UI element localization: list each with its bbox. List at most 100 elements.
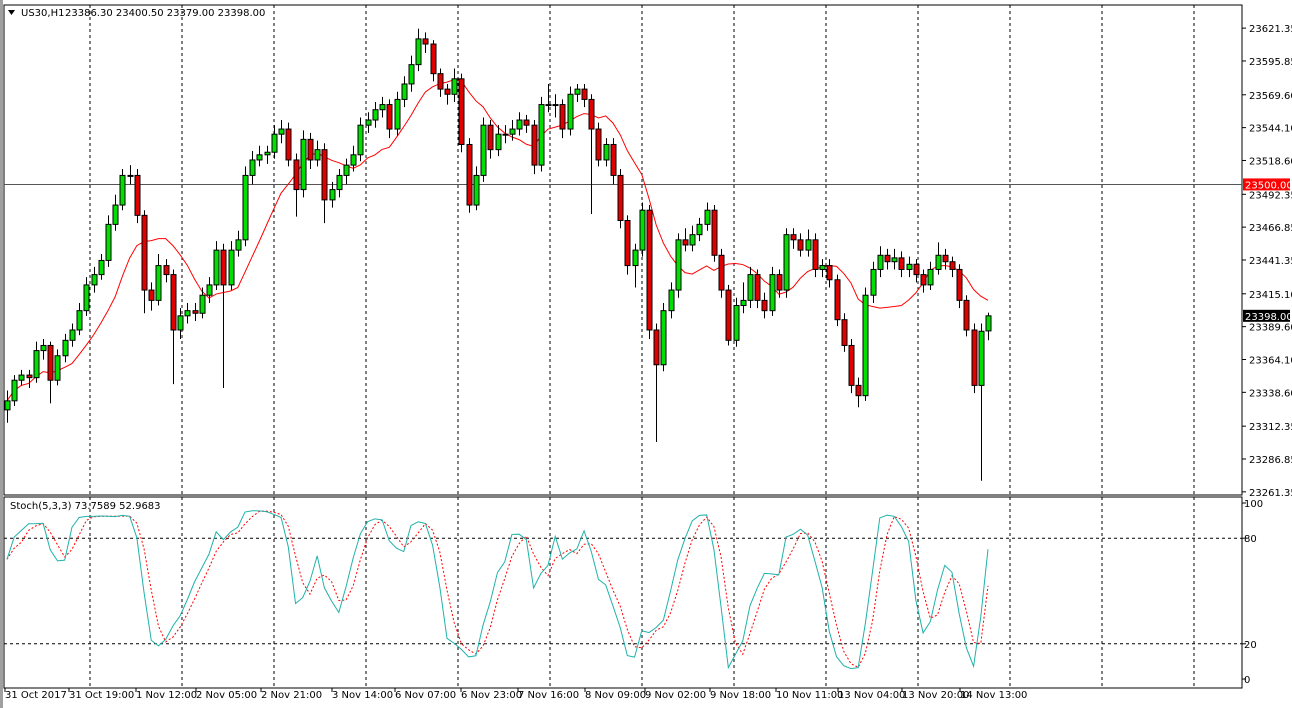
bull-candle [574, 88, 581, 95]
hline-price-label: 23500.00 [1245, 180, 1292, 191]
price-tick-label: 23261.35 [1249, 488, 1292, 499]
bear-candle [834, 279, 841, 321]
bear-candle [293, 159, 300, 191]
bear-candle [386, 104, 393, 130]
bull-candle [228, 249, 235, 286]
bear-candle [913, 263, 920, 276]
bear-candle [307, 138, 314, 161]
bull-candle [40, 344, 47, 352]
bull-candle [927, 268, 934, 286]
bull-candle [213, 249, 220, 286]
triangle-down-icon[interactable] [8, 10, 15, 15]
price-tick-label: 23621.35 [1249, 24, 1292, 35]
bear-candle [624, 220, 631, 267]
bear-candle [26, 374, 33, 379]
time-tick-label: 2 Nov 05:00 [196, 690, 257, 701]
bull-candle [480, 124, 487, 176]
bear-candle [971, 329, 978, 386]
bear-candle [163, 265, 170, 276]
price-tick-label: 23364.10 [1249, 355, 1292, 366]
bull-candle [184, 310, 191, 317]
bear-candle [531, 124, 538, 166]
bull-candle [747, 274, 754, 301]
bear-candle [884, 254, 891, 263]
bull-candle [69, 329, 76, 341]
hline-price-label-bg [1243, 178, 1290, 191]
bear-candle [898, 257, 905, 270]
bull-candle [206, 284, 213, 296]
bull-candle [62, 339, 69, 357]
bear-candle [725, 289, 732, 341]
bull-candle [675, 239, 682, 291]
bull-candle [343, 164, 350, 176]
bull-candle [98, 259, 105, 276]
bear-candle [841, 319, 848, 346]
bull-candle [401, 83, 408, 100]
time-axis[interactable]: 31 Oct 2017 31 Oct 19:00 1 Nov 12:002 Nov … [4, 688, 1027, 701]
time-tick-label: 3 Nov 14:00 [332, 690, 393, 701]
ohlc-readout: 23386.30 23400.50 23379.00 23398.00 [65, 8, 265, 19]
bull-candle [379, 104, 386, 111]
bear-candle [797, 239, 804, 251]
bear-candle [610, 144, 617, 176]
bull-candle [408, 64, 415, 85]
time-tick-label: 9 Nov 02:00 [645, 690, 706, 701]
bear-candle [942, 254, 949, 263]
price-tick-label: 23518.60 [1249, 156, 1292, 167]
time-tick-label: 7 Nov 16:00 [518, 690, 579, 701]
bull-candle [54, 355, 61, 381]
bull-candle [127, 174, 134, 177]
bull-candle [11, 379, 18, 402]
stoch-main-line [6, 510, 989, 670]
bull-candle [805, 239, 812, 251]
bull-candle [235, 239, 242, 251]
bear-candle [466, 144, 473, 206]
time-tick-label: 9 Nov 18:00 [710, 690, 771, 701]
bull-candle [473, 174, 480, 206]
bull-candle [696, 223, 703, 236]
bear-candle [581, 88, 588, 100]
bull-candle [300, 138, 307, 191]
price-tick-label: 23441.35 [1249, 256, 1292, 267]
bull-candle [249, 159, 256, 176]
bull-candle [906, 263, 913, 270]
bull-candle [357, 124, 364, 156]
time-tick-label: 13 Nov 04:00 [838, 690, 905, 701]
bull-candle [639, 209, 646, 251]
bear-candle [170, 274, 177, 331]
price-tick-label: 23569.60 [1249, 91, 1292, 102]
bear-candle [47, 344, 54, 381]
time-tick-label: 14 Nov 13:00 [960, 690, 1027, 701]
bull-candle [83, 284, 90, 312]
bull-candle [704, 209, 711, 225]
bull-candle [18, 374, 25, 381]
bull-candle [155, 265, 162, 301]
bull-candle [632, 249, 639, 267]
bear-candle [826, 265, 833, 281]
bull-candle [242, 174, 249, 241]
bear-candle [321, 149, 328, 201]
bull-candle [278, 128, 285, 135]
time-tick-label: 1 Nov 12:00 [136, 690, 197, 701]
candles [4, 28, 992, 481]
bear-candle [422, 38, 429, 45]
bull-candle [740, 299, 747, 307]
price-tick-label: 23338.60 [1249, 388, 1292, 399]
stoch-tick-label: 0 [1244, 675, 1250, 686]
price-tick-label: 23466.85 [1249, 223, 1292, 234]
bull-candle [329, 189, 336, 201]
bull-candle [451, 78, 458, 95]
bull-candle [783, 234, 790, 291]
price-tick-label: 23492.35 [1249, 190, 1292, 201]
price-tick-label: 23595.85 [1249, 57, 1292, 68]
bull-candle [567, 93, 574, 130]
bull-candle [689, 234, 696, 246]
bull-candle [516, 119, 523, 130]
bull-candle [119, 174, 126, 206]
time-tick-label: 31 Oct 2017 [5, 690, 67, 701]
bull-candle [271, 133, 278, 153]
price-axis[interactable]: 23621.35 23595.85 23569.60 23544.10 23518.60… [1242, 24, 1292, 499]
bull-candle [660, 310, 667, 366]
bear-candle [437, 73, 444, 90]
